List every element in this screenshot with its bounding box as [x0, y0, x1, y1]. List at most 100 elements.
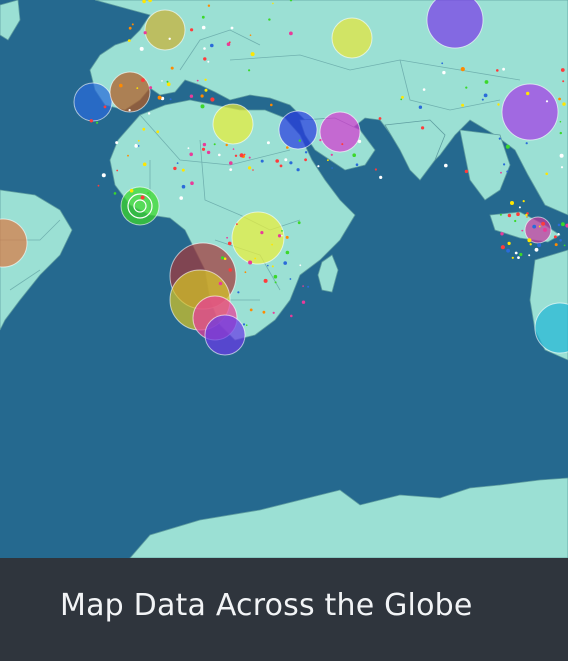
data-dot: [298, 139, 301, 142]
world-map[interactable]: [0, 0, 568, 558]
data-dot: [141, 78, 145, 82]
map-marker-russia[interactable]: [426, 0, 484, 49]
data-dot: [266, 141, 270, 145]
border-line: [179, 29, 261, 71]
data-dot: [226, 236, 229, 239]
map-marker-west-africa[interactable]: [120, 186, 160, 226]
data-dot: [190, 28, 194, 32]
data-dot: [190, 181, 194, 185]
data-dot: [562, 102, 566, 106]
map-marker-europe-north[interactable]: [144, 9, 186, 51]
data-dot: [525, 213, 528, 217]
data-dot: [565, 223, 568, 228]
data-dot: [234, 154, 238, 157]
data-dot: [200, 104, 205, 109]
data-dot: [227, 241, 232, 246]
data-dot: [505, 144, 510, 149]
data-dot: [148, 0, 152, 3]
map-marker-gulf[interactable]: [319, 111, 361, 153]
data-dot: [500, 232, 504, 236]
caption-bar: Map Data Across the Globe: [0, 558, 568, 661]
antarctica-land: [129, 477, 568, 558]
data-dot: [270, 103, 273, 107]
data-dot: [187, 147, 190, 150]
border-line: [399, 59, 501, 111]
data-dot: [285, 250, 290, 255]
data-dot: [96, 121, 99, 124]
data-dot: [228, 268, 233, 272]
data-dot: [302, 285, 304, 287]
data-dot: [538, 225, 541, 228]
map-marker-central-africa[interactable]: [231, 211, 285, 265]
data-dot: [562, 80, 565, 83]
data-dot: [147, 192, 150, 195]
map-marker-east-asia[interactable]: [501, 83, 559, 141]
border-line: [139, 114, 291, 166]
map-marker-brazil[interactable]: [0, 218, 28, 268]
data-dot: [113, 192, 117, 195]
data-dot: [279, 164, 283, 168]
data-dot: [206, 150, 211, 155]
data-dot: [516, 212, 520, 216]
data-dot: [545, 172, 548, 176]
data-dot: [522, 200, 525, 203]
land-layer: [0, 0, 568, 558]
map-marker-south-africa-2[interactable]: [204, 314, 246, 356]
data-dot: [559, 239, 562, 242]
data-dot: [507, 213, 512, 218]
data-dot: [307, 285, 310, 288]
map-marker-australia[interactable]: [534, 302, 568, 354]
data-dot: [131, 23, 134, 26]
data-dot: [127, 39, 131, 42]
data-dot: [500, 245, 505, 250]
map-marker-iberia[interactable]: [109, 71, 151, 113]
data-dot: [272, 2, 274, 5]
data-dot: [283, 261, 288, 265]
data-dot: [242, 323, 246, 326]
north-island-land: [0, 0, 21, 41]
data-dot: [545, 100, 549, 103]
data-dot: [506, 170, 509, 173]
map-marker-arabia[interactable]: [278, 110, 318, 150]
data-dot: [317, 165, 320, 168]
data-dot: [202, 142, 207, 147]
data-dot: [441, 62, 444, 65]
data-dot: [203, 47, 206, 50]
data-dot: [143, 31, 147, 35]
marker-ring: [127, 193, 153, 219]
data-dot: [541, 221, 545, 226]
data-dot: [136, 87, 139, 89]
data-dot: [273, 274, 278, 279]
data-dot: [514, 251, 518, 255]
data-dot: [142, 0, 146, 4]
data-dot: [173, 166, 177, 171]
data-dot: [528, 254, 531, 257]
map-marker-morocco[interactable]: [73, 82, 113, 122]
data-dot: [271, 243, 273, 246]
map-marker-north-africa[interactable]: [212, 103, 254, 145]
data-dot: [502, 67, 505, 71]
data-dot: [267, 264, 269, 267]
data-dot: [189, 94, 194, 98]
data-dot: [181, 184, 186, 189]
data-dot: [285, 235, 289, 239]
data-dot: [374, 168, 377, 171]
data-dot: [507, 241, 511, 245]
southeast-asia-land: [459, 129, 511, 201]
map-marker-caspian[interactable]: [331, 17, 373, 59]
data-dot: [559, 131, 562, 135]
data-dot: [220, 256, 225, 260]
data-dot: [229, 168, 233, 172]
data-dot: [116, 169, 119, 172]
data-dot: [147, 112, 151, 115]
data-dot: [262, 310, 266, 314]
caption-title: Map Data Across the Globe: [60, 588, 473, 623]
marker-layer[interactable]: [0, 0, 568, 356]
data-dot: [142, 162, 147, 167]
data-dot: [218, 153, 221, 157]
data-dot: [460, 67, 465, 72]
data-dot: [355, 163, 359, 166]
data-dot: [170, 66, 174, 70]
data-dot: [139, 46, 144, 51]
